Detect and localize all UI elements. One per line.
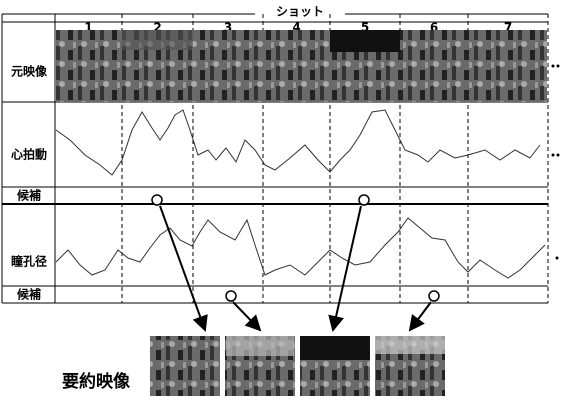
row-label: 瞳孔径	[11, 254, 47, 269]
video-strip	[330, 30, 400, 52]
heart-curve	[56, 110, 540, 175]
video-strip	[122, 30, 193, 50]
pupil-curve	[56, 218, 545, 278]
diagram: ショット 1234567 元映像 心拍動 候補 瞳孔径 候補 要約映像	[0, 0, 561, 401]
candidate-marker	[152, 195, 439, 301]
arrow	[160, 206, 431, 330]
row-label: 心拍動	[11, 147, 47, 162]
shot-label: ショット	[276, 5, 324, 19]
summary-label: 要約映像	[62, 371, 131, 392]
continuation	[552, 65, 560, 260]
row-label: 元映像	[11, 64, 48, 79]
summary-frame	[150, 336, 445, 396]
row-label: 候補	[17, 287, 41, 302]
row-label: 候補	[17, 188, 41, 203]
